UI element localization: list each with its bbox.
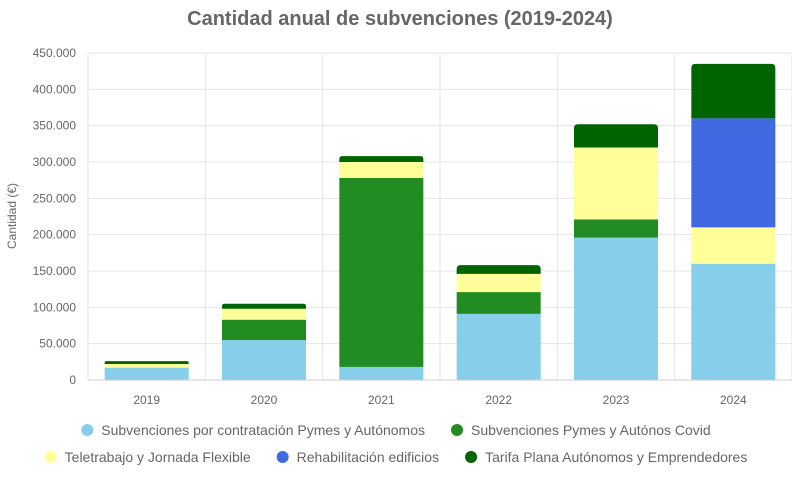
bar-segment[interactable]: [456, 265, 541, 274]
y-tick-label: 0: [69, 373, 76, 387]
x-tick-label: 2021: [368, 393, 395, 407]
bar-segment[interactable]: [339, 366, 424, 380]
x-tick-label: 2020: [251, 393, 278, 407]
bar-segment[interactable]: [339, 162, 424, 178]
legend-marker: [81, 424, 94, 436]
legend-label: Tarifa Plana Autónomos y Emprendedores: [485, 449, 747, 465]
bar-segment[interactable]: [574, 237, 658, 380]
x-tick-label: 2024: [720, 393, 747, 407]
bar-segment[interactable]: [222, 340, 306, 380]
bar-segment[interactable]: [456, 292, 541, 314]
bar-segment[interactable]: [104, 361, 189, 365]
bar-segment[interactable]: [691, 263, 776, 380]
bar-segment[interactable]: [222, 319, 306, 341]
bar-segment[interactable]: [104, 364, 189, 368]
bar-segment[interactable]: [104, 367, 189, 380]
legend-item[interactable]: Teletrabajo y Jornada Flexible: [44, 449, 251, 465]
legend-label: Subvenciones Pymes y Autónos Covid: [471, 422, 711, 438]
legend-item[interactable]: Subvenciones Pymes y Autónos Covid: [451, 422, 711, 438]
legend-item[interactable]: Tarifa Plana Autónomos y Emprendedores: [465, 449, 747, 465]
bar-segment[interactable]: [574, 124, 658, 148]
legend-label: Subvenciones por contratación Pymes y Au…: [101, 422, 425, 438]
bar-segment[interactable]: [339, 177, 424, 367]
bar-segment[interactable]: [222, 303, 306, 309]
bar-segment[interactable]: [222, 308, 306, 320]
legend-label: Rehabilitación edificios: [297, 449, 439, 465]
y-tick-label: 450.000: [33, 46, 77, 60]
axes: 0 50.000 100.000 150.000 200.000 250.000 300.0…: [33, 46, 792, 407]
legend-item[interactable]: Subvenciones por contratación Pymes y Au…: [81, 422, 425, 438]
y-tick-label: 250.000: [33, 191, 77, 205]
bar-segment[interactable]: [691, 227, 776, 264]
y-tick-label: 100.000: [33, 300, 77, 314]
bar-segment[interactable]: [456, 273, 541, 293]
y-tick-label: 50.000: [39, 337, 76, 351]
legend-marker: [44, 451, 57, 463]
grid: [87, 52, 792, 381]
legend-label: Teletrabajo y Jornada Flexible: [65, 449, 251, 465]
legend: Subvenciones por contratación Pymes y Au…: [44, 422, 747, 465]
y-tick-label: 350.000: [33, 119, 77, 133]
legend-marker: [451, 424, 464, 436]
y-tick-label: 300.000: [33, 155, 77, 169]
y-tick-label: 400.000: [33, 82, 77, 96]
bar-segment[interactable]: [691, 63, 776, 119]
bar-segment[interactable]: [691, 118, 776, 228]
y-tick-label: 150.000: [33, 264, 77, 278]
bar-segment[interactable]: [574, 219, 658, 238]
x-tick-label: 2022: [485, 393, 512, 407]
bar-segment[interactable]: [574, 147, 658, 220]
bars: [104, 63, 776, 380]
y-tick-label: 200.000: [33, 228, 77, 242]
legend-item[interactable]: Rehabilitación edificios: [276, 449, 439, 465]
bar-segment[interactable]: [456, 313, 541, 380]
chart-title: Cantidad anual de subvenciones (2019-202…: [187, 8, 613, 30]
legend-marker: [276, 451, 289, 463]
x-tick-label: 2019: [133, 393, 160, 407]
bar-segment[interactable]: [339, 156, 424, 162]
y-axis-label: Cantidad (€): [5, 183, 19, 249]
legend-marker: [465, 451, 478, 463]
x-tick-label: 2023: [603, 393, 630, 407]
